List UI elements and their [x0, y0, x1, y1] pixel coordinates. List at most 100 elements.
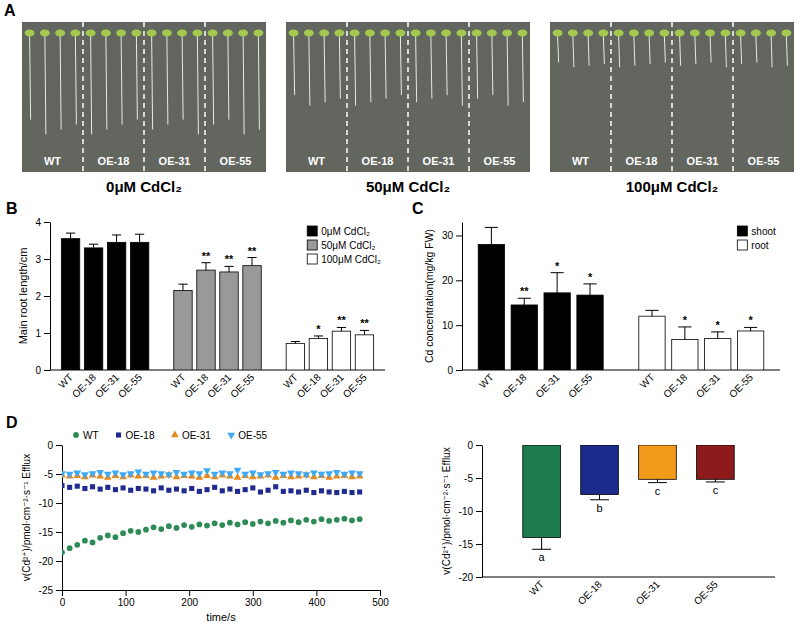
- seedling-root: [60, 36, 61, 129]
- seedling-leaf: [487, 30, 497, 37]
- point: [112, 471, 120, 478]
- error-bar-stem: [205, 263, 206, 270]
- point: [142, 472, 150, 479]
- bar: [220, 272, 238, 370]
- tick-mark: [456, 370, 462, 371]
- point: [227, 520, 233, 526]
- error-bar: [89, 244, 98, 248]
- seedling-leaf: [162, 30, 172, 37]
- bar: [61, 239, 79, 370]
- point: [311, 490, 316, 495]
- labels: aWTbOE-18cOE-31cOE-55: [527, 484, 720, 607]
- tick: 400: [309, 590, 326, 608]
- legend: shootroot: [737, 226, 776, 251]
- bar: [672, 340, 698, 370]
- point: [287, 471, 295, 478]
- point: [279, 472, 287, 479]
- plot: -25-20-15-10-500100200300400500time/sv(C…: [21, 430, 389, 623]
- tick-mark: [456, 235, 462, 236]
- error-bar-cap: [583, 283, 596, 284]
- separator: [143, 22, 145, 172]
- seedling-leaf: [517, 30, 527, 37]
- tick-label: 0: [60, 597, 66, 608]
- panel-letter: C: [412, 200, 424, 217]
- significance: *: [588, 271, 593, 283]
- tick: -20: [39, 556, 62, 567]
- x-tick-label: WT: [281, 372, 300, 391]
- point: [349, 490, 354, 495]
- point: [158, 526, 164, 532]
- tick-mark: [44, 296, 50, 297]
- point: [67, 485, 72, 490]
- error-bar-cap: [706, 481, 725, 482]
- tick-label: 30: [442, 230, 454, 241]
- significance: **: [360, 317, 369, 329]
- tick-mark: [62, 590, 63, 596]
- point: [189, 524, 195, 530]
- legend: 0μM CdCl₂50μM CdCl₂100μM CdCl₂: [307, 226, 381, 265]
- error-bar-cap: [518, 298, 531, 299]
- seedling-leaf: [426, 30, 436, 37]
- point: [203, 468, 211, 475]
- error-bar: [314, 336, 323, 339]
- tick-label: -15: [459, 539, 474, 550]
- tick: 300: [245, 590, 262, 608]
- error-bar-stem: [651, 310, 652, 316]
- error-bar: [583, 284, 596, 295]
- point: [197, 489, 202, 494]
- point: [234, 468, 242, 475]
- separator: [82, 22, 84, 172]
- seedling-root: [45, 36, 46, 134]
- error-bar: [112, 235, 121, 242]
- tick-mark: [44, 333, 50, 334]
- seedling-leaf: [177, 30, 187, 37]
- seedling-root: [619, 36, 620, 67]
- bar: [523, 445, 561, 537]
- bar: [639, 316, 665, 370]
- axis-title: time/s: [206, 611, 236, 623]
- point: [134, 469, 142, 476]
- point: [97, 535, 103, 541]
- point: [211, 472, 219, 479]
- point: [90, 484, 95, 489]
- point: [273, 484, 278, 489]
- error-bar-stem: [252, 258, 253, 266]
- error-bar: [247, 258, 256, 266]
- x-tick-label: WT: [638, 372, 657, 391]
- x-axis-line: [462, 370, 780, 371]
- point: [265, 520, 271, 526]
- error-bar-stem: [116, 235, 117, 242]
- seedling-root: [136, 36, 137, 120]
- point: [136, 486, 141, 491]
- point: [73, 471, 81, 478]
- x-tick-label: OE-31: [318, 371, 347, 400]
- photo-caption: 100μM CdCl₂: [626, 178, 719, 195]
- labels: WT**OE-18*OE-31*OE-55WT*OE-18*OE-31*OE-5…: [477, 260, 755, 400]
- photo: WTOE-18OE-31OE-55: [22, 22, 266, 172]
- seedling-root: [695, 36, 696, 64]
- point: [74, 542, 80, 548]
- error-bar-cap: [66, 233, 75, 234]
- point: [243, 487, 248, 492]
- error-bar-cap: [590, 499, 609, 500]
- x-tick-label: OE-31: [694, 371, 723, 400]
- error-bar: [224, 266, 233, 272]
- seedling-leaf: [411, 30, 421, 37]
- point: [348, 471, 356, 478]
- tick: 4: [35, 217, 50, 228]
- seedling-leaf: [223, 30, 233, 37]
- error-bar: [66, 233, 75, 239]
- point: [166, 488, 171, 493]
- point: [249, 471, 257, 478]
- bar: [174, 290, 192, 370]
- point: [212, 520, 218, 526]
- tick-label: -15: [39, 527, 54, 538]
- seedling-root: [213, 36, 214, 125]
- tick: -15: [39, 527, 62, 538]
- seedling-root: [461, 36, 462, 106]
- error-bar-cap: [89, 244, 98, 245]
- seedling-leaf: [116, 30, 126, 37]
- seedling-root: [339, 36, 340, 99]
- point: [227, 487, 232, 492]
- tick-mark: [56, 503, 62, 504]
